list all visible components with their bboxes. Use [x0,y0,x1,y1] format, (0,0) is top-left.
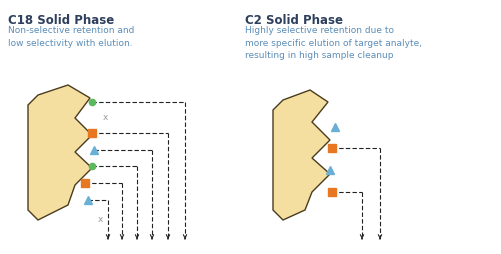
Text: C18 Solid Phase: C18 Solid Phase [8,14,114,27]
Text: C2 Solid Phase: C2 Solid Phase [245,14,343,27]
Text: x: x [102,114,108,122]
Text: Non-selective retention and
low selectivity with elution.: Non-selective retention and low selectiv… [8,26,134,47]
Polygon shape [273,90,330,220]
Polygon shape [28,85,92,220]
Text: Highly selective retention due to
more specific elution of target analyte,
resul: Highly selective retention due to more s… [245,26,422,60]
Text: x: x [97,215,103,225]
